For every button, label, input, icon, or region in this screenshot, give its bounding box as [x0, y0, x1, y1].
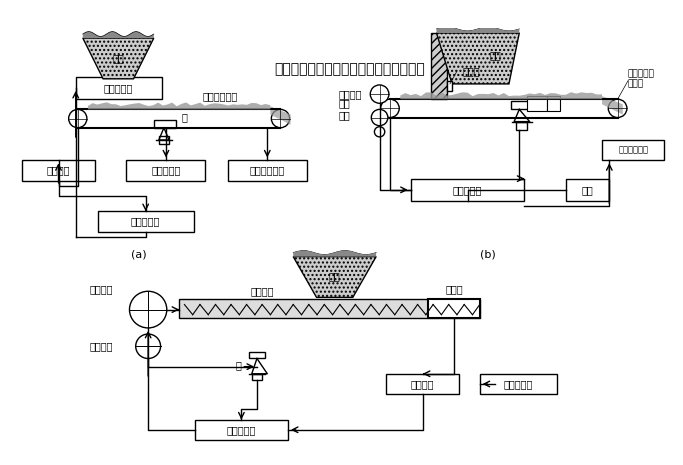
Bar [602, 140, 664, 160]
Text: 调节电机: 调节电机 [338, 89, 362, 99]
Text: 料斗: 料斗 [113, 53, 124, 63]
Circle shape [374, 126, 385, 137]
Bar [126, 160, 206, 181]
Text: 秤: 秤 [181, 113, 187, 123]
Text: 计量给定值: 计量给定值 [503, 379, 533, 389]
Bar [432, 33, 447, 99]
Text: 同步电机: 同步电机 [89, 341, 113, 351]
Text: 称量机: 称量机 [445, 284, 462, 294]
Text: 检测装置: 检测装置 [411, 379, 434, 389]
Bar [566, 179, 609, 201]
Polygon shape [293, 257, 376, 298]
Text: 料仓: 料仓 [490, 51, 501, 60]
Bar [249, 352, 265, 359]
Bar [387, 374, 459, 394]
Text: 可控给料机: 可控给料机 [104, 83, 133, 93]
Text: 静闸门: 静闸门 [462, 66, 480, 76]
Text: 重量给定: 重量给定 [46, 166, 70, 175]
Text: (b): (b) [480, 250, 496, 260]
Bar [227, 160, 307, 181]
Text: 等分截取装置: 等分截取装置 [618, 146, 648, 155]
Bar [428, 299, 479, 318]
Bar [410, 179, 525, 201]
Text: 电子调节器: 电子调节器 [227, 425, 256, 435]
Bar [479, 374, 557, 394]
Bar [159, 136, 169, 144]
Text: 連續式全自動包裝機計重供給的自動控制: 連續式全自動包裝機計重供給的自動控制 [275, 62, 425, 76]
Polygon shape [83, 38, 154, 79]
Text: 调节电机: 调节电机 [89, 284, 113, 294]
Bar [22, 160, 95, 181]
Bar [527, 96, 547, 112]
Text: 检重传感器: 检重传感器 [151, 166, 180, 175]
Text: 电子调节器: 电子调节器 [131, 216, 161, 226]
Bar [195, 419, 288, 440]
Bar [516, 122, 527, 130]
Bar [98, 211, 195, 232]
Text: 秤: 秤 [236, 361, 241, 371]
Text: (a): (a) [130, 250, 146, 260]
Circle shape [271, 109, 290, 128]
Text: 载物输送带
秤装置: 载物输送带 秤装置 [628, 69, 655, 88]
Text: 等分截取装置: 等分截取装置 [250, 166, 285, 175]
Bar [76, 77, 162, 99]
Bar [447, 81, 452, 91]
Circle shape [130, 291, 167, 328]
Circle shape [380, 99, 400, 118]
Bar [252, 374, 262, 380]
Text: 测速
电机: 测速 电机 [338, 99, 350, 120]
Bar [511, 101, 527, 109]
Bar [547, 96, 559, 112]
Bar [154, 120, 176, 128]
Polygon shape [436, 33, 519, 84]
Text: 电子调节器: 电子调节器 [453, 185, 482, 195]
Text: 料斗: 料斗 [329, 271, 341, 281]
Text: 给定: 给定 [582, 185, 594, 195]
Text: 物料载送装置: 物料载送装置 [202, 91, 237, 101]
Bar [179, 299, 479, 318]
Circle shape [69, 109, 87, 128]
Circle shape [609, 99, 627, 118]
Text: 给料螺旋: 给料螺旋 [251, 286, 274, 296]
Circle shape [372, 109, 388, 126]
Circle shape [370, 85, 389, 103]
Circle shape [136, 334, 161, 359]
